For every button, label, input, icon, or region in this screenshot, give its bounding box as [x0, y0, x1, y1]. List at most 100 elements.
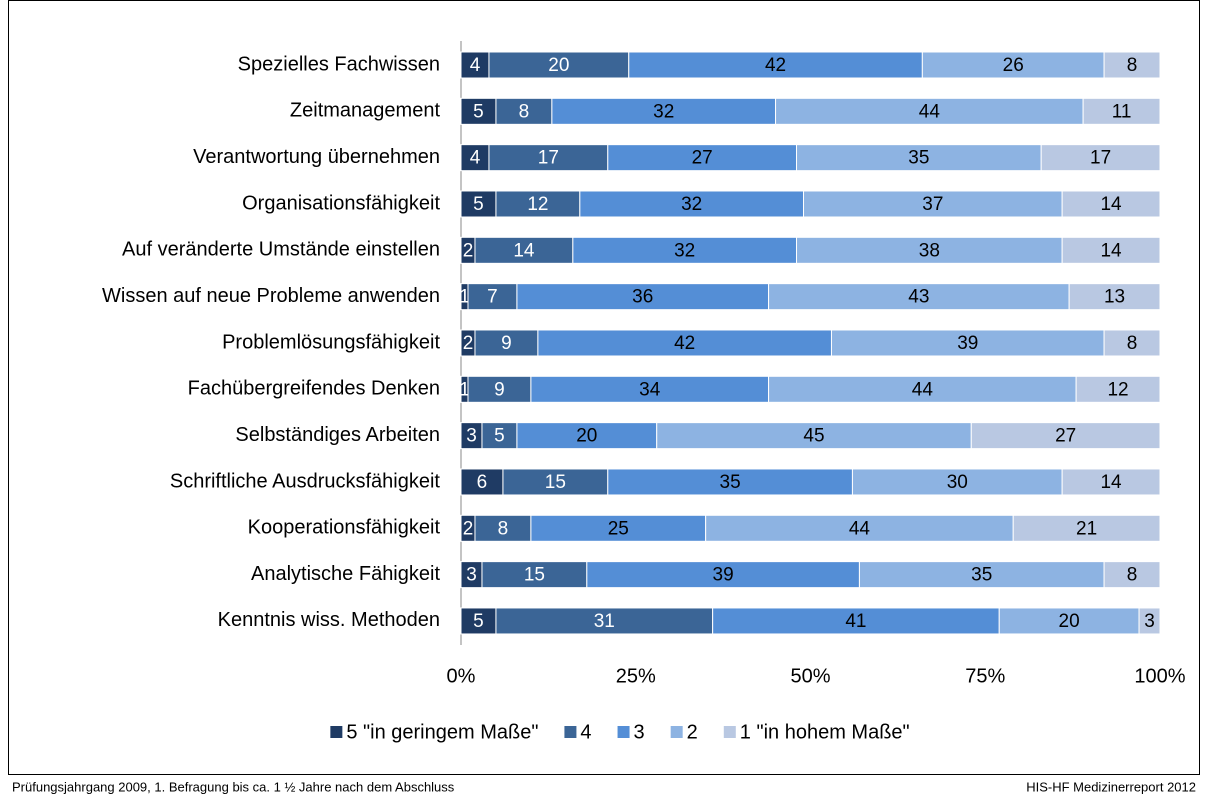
- value-label: 12: [527, 194, 548, 215]
- x-tick-label: 50%: [790, 665, 830, 687]
- value-label: 20: [576, 426, 597, 447]
- value-label: 14: [1100, 240, 1122, 261]
- value-label: 7: [487, 287, 498, 308]
- legend-label: 2: [687, 721, 698, 743]
- value-label: 44: [912, 379, 934, 400]
- footer-left: Prüfungsjahrgang 2009, 1. Befragung bis …: [12, 779, 455, 794]
- value-label: 32: [653, 101, 674, 122]
- bar-segment: [1040, 144, 1161, 172]
- value-label: 34: [639, 379, 661, 400]
- category-label: Wissen auf neue Probleme anwenden: [102, 285, 440, 307]
- value-label: 14: [1100, 472, 1122, 493]
- category-label: Auf veränderte Umstände einstellen: [122, 239, 440, 261]
- footer-right: HIS-HF Medizinerreport 2012: [1026, 779, 1196, 794]
- value-label: 5: [494, 426, 505, 447]
- bar-segment: [921, 51, 1105, 79]
- value-label: 32: [674, 240, 695, 261]
- bar-segment: [579, 190, 805, 218]
- value-label: 8: [498, 518, 509, 539]
- bar-segment: [1061, 236, 1161, 264]
- value-label: 8: [1127, 565, 1138, 586]
- category-label: Spezielles Fachwissen: [238, 53, 440, 75]
- value-label: 3: [1144, 611, 1155, 632]
- bar-segment: [502, 468, 609, 496]
- value-label: 43: [908, 287, 929, 308]
- value-label: 42: [765, 55, 786, 76]
- value-label: 6: [477, 472, 488, 493]
- value-label: 32: [681, 194, 702, 215]
- bar-segment: [460, 468, 504, 496]
- category-label: Fachübergreifendes Denken: [188, 378, 440, 400]
- bar-segment: [1103, 329, 1161, 357]
- value-label: 36: [632, 287, 653, 308]
- bar-segment: [1061, 468, 1161, 496]
- value-label: 26: [1003, 55, 1024, 76]
- legend-label: 3: [634, 721, 645, 743]
- value-label: 8: [1127, 333, 1138, 354]
- legend-swatch: [670, 726, 683, 738]
- category-label: Analytische Fähigkeit: [251, 563, 440, 585]
- value-label: 9: [494, 379, 505, 400]
- value-label: 8: [1127, 55, 1138, 76]
- bar-segment: [460, 97, 497, 125]
- category-label: Kooperationsfähigkeit: [248, 517, 441, 539]
- bar-segment: [537, 329, 832, 357]
- bar-segment: [467, 283, 518, 311]
- value-label: 8: [519, 101, 530, 122]
- x-tick-label: 100%: [1134, 665, 1185, 687]
- value-label: 27: [692, 148, 713, 169]
- value-label: 2: [463, 518, 474, 539]
- bar-segment: [607, 468, 853, 496]
- bar-segment: [460, 144, 490, 172]
- category-label: Kenntnis wiss. Methoden: [218, 609, 440, 631]
- legend-swatch: [723, 726, 736, 738]
- value-label: 39: [957, 333, 978, 354]
- value-label: 35: [971, 565, 992, 586]
- legend-swatch: [564, 726, 577, 738]
- value-label: 5: [473, 194, 484, 215]
- bar-segment: [1068, 283, 1161, 311]
- x-tick-label: 0%: [447, 665, 476, 687]
- value-label: 20: [1059, 611, 1080, 632]
- value-label: 2: [463, 333, 474, 354]
- bar-segment: [1061, 190, 1161, 218]
- category-label: Schriftliche Ausdrucksfähigkeit: [170, 470, 441, 492]
- value-label: 2: [463, 240, 474, 261]
- value-label: 5: [473, 611, 484, 632]
- bar-segment: [516, 422, 658, 450]
- value-label: 35: [908, 148, 929, 169]
- value-label: 15: [545, 472, 566, 493]
- bar-segment: [970, 422, 1161, 450]
- value-label: 39: [713, 565, 734, 586]
- value-label: 14: [1100, 194, 1122, 215]
- bar-segment: [775, 97, 1084, 125]
- value-label: 4: [470, 55, 481, 76]
- bar-segment: [712, 607, 1000, 635]
- bar-segment: [803, 190, 1063, 218]
- bar-segment: [586, 561, 860, 589]
- bar-segment: [460, 607, 497, 635]
- bar-segment: [705, 514, 1014, 542]
- value-label: 37: [922, 194, 943, 215]
- bar-segment: [551, 97, 777, 125]
- bar-segment: [530, 375, 770, 403]
- bar-segment: [1103, 561, 1161, 589]
- value-label: 27: [1055, 426, 1076, 447]
- bar-segment: [495, 190, 581, 218]
- value-label: 35: [720, 472, 741, 493]
- bar-segment: [656, 422, 972, 450]
- value-label: 45: [803, 426, 824, 447]
- bar-segment: [1075, 375, 1161, 403]
- bar-segment: [530, 514, 707, 542]
- value-label: 1: [459, 379, 470, 400]
- value-label: 30: [947, 472, 968, 493]
- bar-segment: [495, 607, 714, 635]
- bar-segment: [830, 329, 1105, 357]
- bar-segment: [495, 97, 553, 125]
- legend-label: 1 "in hohem Maße": [740, 721, 910, 743]
- value-label: 41: [845, 611, 866, 632]
- category-label: Organisationsfähigkeit: [242, 192, 440, 214]
- value-label: 17: [538, 148, 559, 169]
- bar-segment: [1138, 607, 1161, 635]
